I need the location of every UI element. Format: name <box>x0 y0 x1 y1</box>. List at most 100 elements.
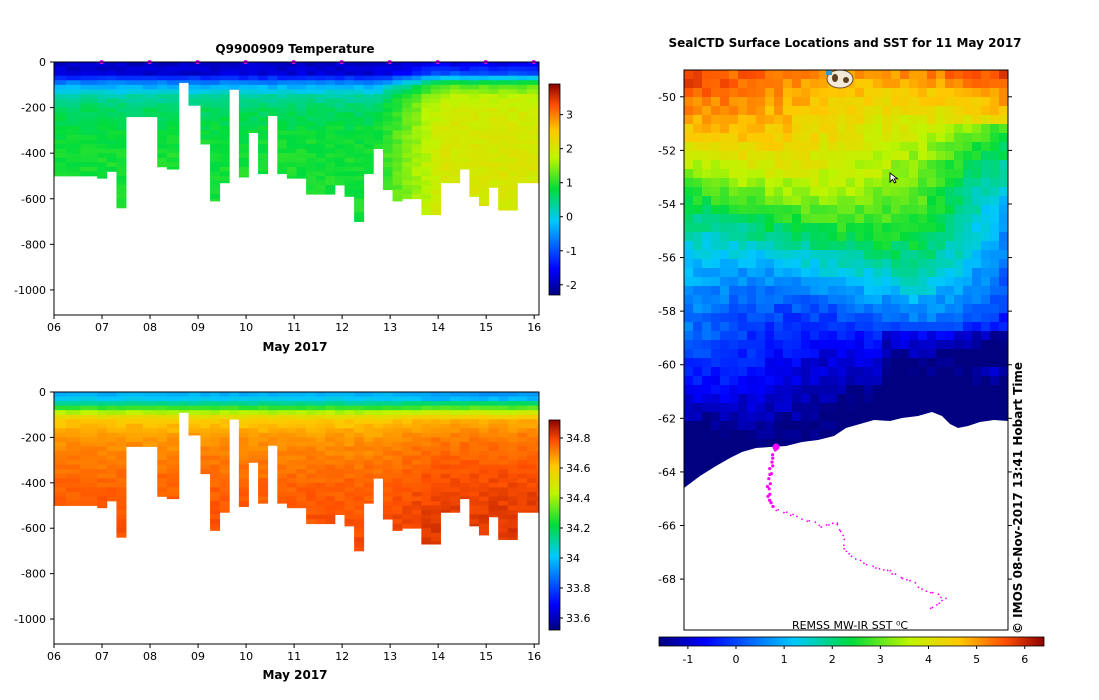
temperature-cell <box>219 166 230 172</box>
salinity-cell <box>536 478 539 484</box>
sst-cell <box>819 268 829 278</box>
salinity-cell <box>116 500 127 506</box>
temperature-cell <box>526 84 537 90</box>
temperature-cell <box>258 62 269 67</box>
temperature-cell <box>97 107 108 113</box>
temperature-cell <box>157 157 168 163</box>
salinity-cell <box>116 401 127 407</box>
temperature-cell <box>238 148 249 154</box>
temperature-cell <box>238 125 249 131</box>
temperature-cell <box>238 89 249 95</box>
sst-cell <box>999 196 1008 206</box>
sst-cell <box>819 331 829 341</box>
salinity-cell <box>116 396 127 402</box>
temperature-cell <box>469 71 480 77</box>
x-tick-label: 14 <box>431 321 445 334</box>
sst-cell <box>783 124 793 134</box>
sst-cell <box>936 394 946 404</box>
sst-cell <box>747 340 757 350</box>
salinity-cell <box>106 469 117 475</box>
sst-cell <box>837 277 847 287</box>
salinity-cell <box>488 510 499 515</box>
temperature-cell <box>258 116 269 122</box>
sst-cell <box>810 124 820 134</box>
sst-cell <box>846 115 856 125</box>
sst-cell <box>900 304 910 314</box>
salinity-cell <box>478 401 489 407</box>
salinity-cell <box>97 464 108 470</box>
track-point <box>935 604 938 606</box>
sst-cell <box>783 376 793 386</box>
salinity-cell <box>315 491 326 497</box>
temperature-cell <box>334 153 345 159</box>
sst-cell <box>873 205 883 215</box>
sst-cell <box>693 79 703 89</box>
temperature-cell <box>411 166 422 172</box>
salinity-cell <box>363 455 374 461</box>
sst-cell <box>711 70 721 80</box>
temperature-cell <box>267 107 278 113</box>
temperature-cell <box>334 180 345 186</box>
temperature-cell <box>507 139 518 145</box>
salinity-cell <box>315 451 326 456</box>
temperature-cell <box>258 71 269 77</box>
temperature-cell <box>354 166 365 172</box>
temperature-cell <box>354 175 365 181</box>
salinity-cell <box>478 419 489 425</box>
salinity-cell <box>450 487 461 493</box>
salinity-cell <box>54 432 67 438</box>
temperature-cell <box>210 107 221 113</box>
sst-cell <box>792 313 802 323</box>
sst-cell <box>918 97 928 107</box>
temperature-cell <box>97 130 108 136</box>
salinity-cell <box>188 432 201 436</box>
temperature-cell <box>97 93 108 99</box>
temperature-cell <box>450 134 461 140</box>
sst-cell <box>720 79 730 89</box>
temperature-cell <box>402 103 413 108</box>
temperature-cell <box>469 125 480 131</box>
salinity-cell <box>430 473 441 479</box>
sst-cell <box>756 358 766 368</box>
sst-cell <box>891 70 901 80</box>
sst-cell <box>729 70 739 80</box>
salinity-cell <box>296 441 307 447</box>
salinity-cell <box>392 496 403 502</box>
temperature-cell <box>354 139 365 145</box>
track-point <box>878 567 881 570</box>
temperature-cell <box>248 116 259 122</box>
temperature-cell <box>142 80 158 86</box>
sst-cell <box>909 331 919 341</box>
temperature-cell <box>142 75 158 81</box>
salinity-cell <box>66 428 81 434</box>
salinity-cell <box>354 423 365 429</box>
sst-cell <box>981 178 991 188</box>
temperature-cell <box>517 180 528 184</box>
x-tick-label: 13 <box>383 650 397 663</box>
salinity-cell <box>507 428 518 434</box>
sst-cell <box>729 115 739 125</box>
temperature-cell <box>166 62 180 67</box>
salinity-cell <box>392 405 403 411</box>
sst-cell <box>981 376 991 386</box>
sst-cell <box>729 403 739 413</box>
sst-cell <box>864 97 874 107</box>
sst-cell <box>720 304 730 314</box>
salinity-cell <box>210 473 221 479</box>
sst-cell <box>981 340 991 350</box>
salinity-cell <box>498 432 509 438</box>
temperature-cell <box>286 121 297 127</box>
sst-cell <box>720 106 730 116</box>
temperature-cell <box>258 107 269 113</box>
salinity-cell <box>421 500 432 506</box>
sst-cell <box>918 106 928 116</box>
salinity-cell <box>325 487 336 493</box>
temperature-cell <box>430 103 441 108</box>
salinity-cell <box>344 437 355 443</box>
salinity-cell <box>469 405 480 411</box>
temperature-cell <box>219 134 230 140</box>
salinity-cell <box>248 451 259 456</box>
colorbar-tick-label: 34.8 <box>566 432 591 445</box>
temperature-cell <box>440 98 451 104</box>
salinity-cell <box>157 441 168 447</box>
